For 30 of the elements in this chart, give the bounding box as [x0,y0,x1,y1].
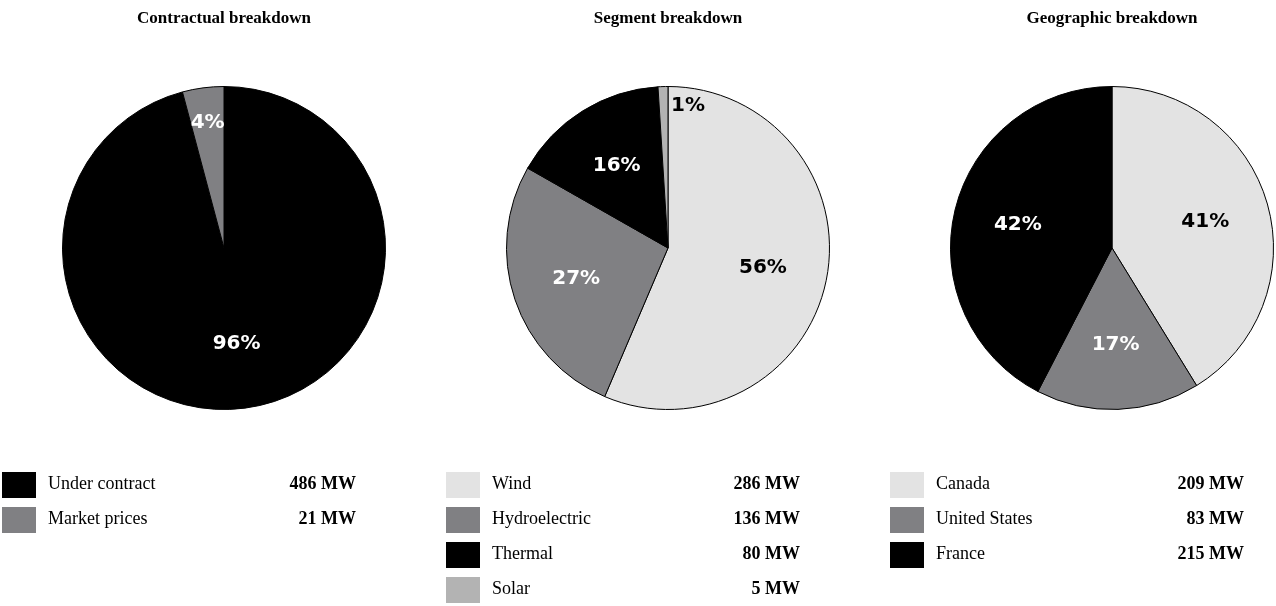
legend-label: Solar [492,578,530,599]
legend-label: Canada [936,473,990,494]
data-label: 215 MW [1177,543,1244,564]
text: 17% [1091,331,1140,356]
legend-label: Thermal [492,543,553,564]
data-label: 5 MW [751,578,800,599]
legend-label: Wind [492,473,532,494]
legend-label: Hydroelectric [492,508,591,529]
text: 1% [671,92,705,117]
text: 16% [592,151,641,176]
data-label: 80 MW [742,543,800,564]
chart-title: Segment breakdown [592,8,744,28]
data-label: 136 MW [733,508,800,529]
legend-label: United States [936,508,1033,529]
text: 56% [739,253,787,278]
data-label: 286 MW [733,473,800,494]
text: 42% [993,211,1042,236]
legend-label: France [936,543,985,564]
data-label: 209 MW [1177,473,1244,494]
legend-label: Market prices [48,508,148,529]
chart-title: Geographic breakdown [1025,8,1199,28]
data-label: 83 MW [1186,508,1244,529]
text: 41% [1181,207,1230,232]
data-label: 486 MW [289,473,356,494]
chart-title: Contractual breakdown [136,8,312,28]
text: 4% [190,109,225,134]
data-label: 21 MW [298,508,356,529]
text: 27% [552,265,601,290]
legend-label: Under contract [48,473,156,494]
text: 96% [212,330,261,355]
